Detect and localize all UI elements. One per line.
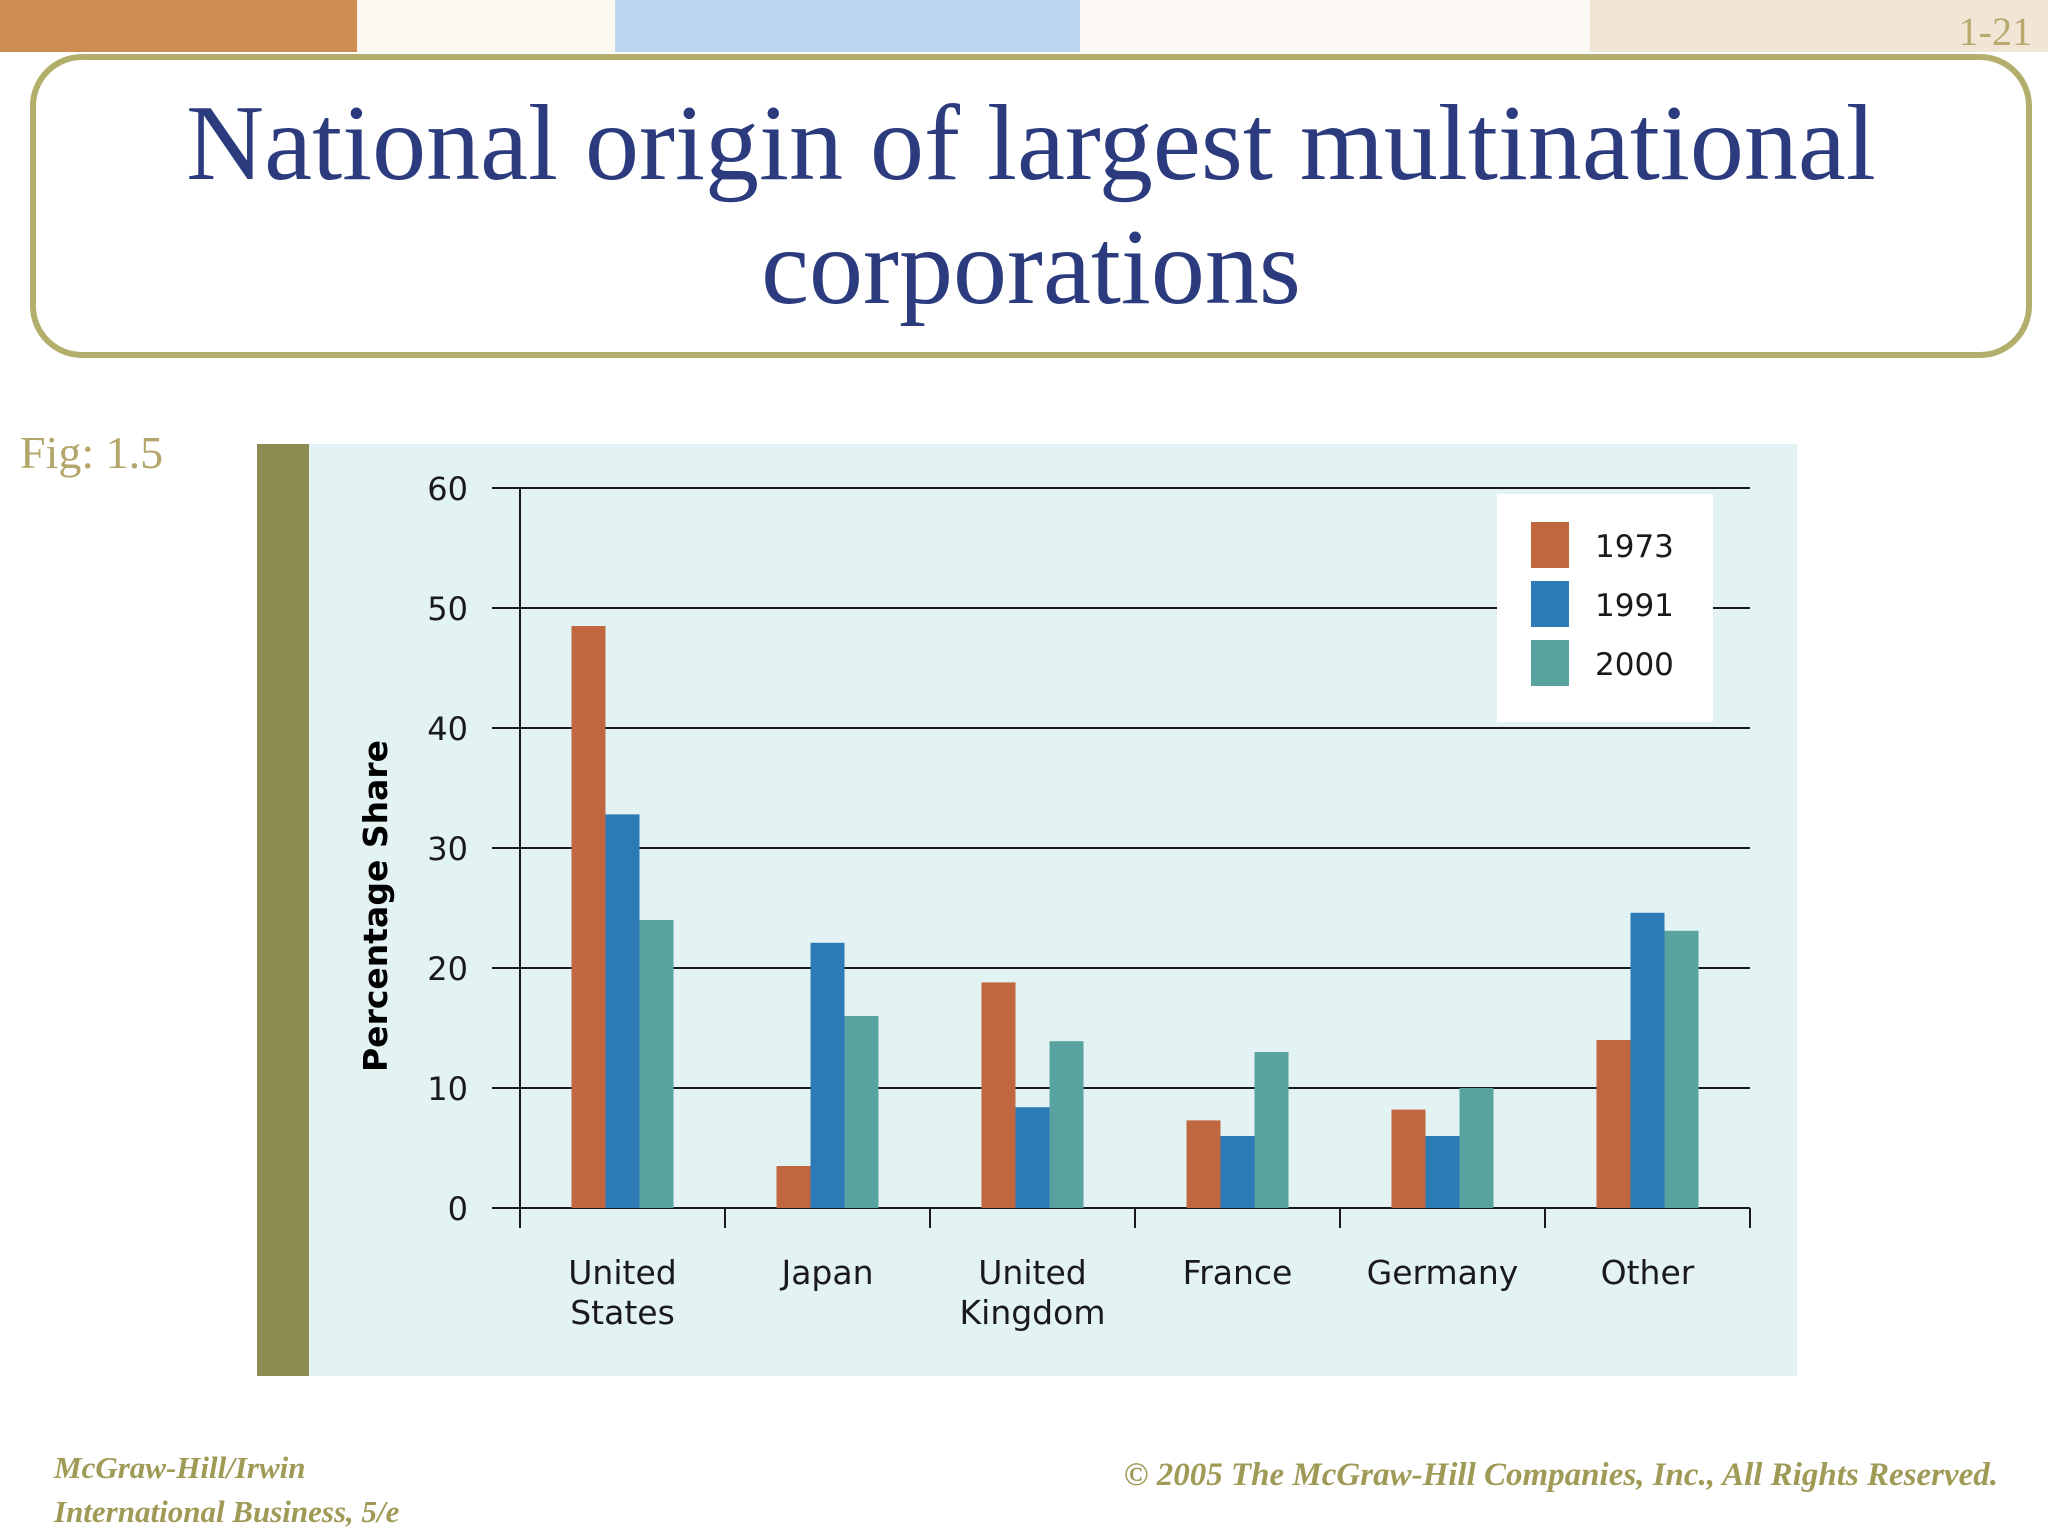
bar-1973 bbox=[981, 982, 1016, 1208]
y-tick-label: 60 bbox=[427, 470, 468, 508]
legend-swatch bbox=[1531, 522, 1569, 568]
axes bbox=[519, 488, 1751, 1228]
topbar-segment bbox=[357, 0, 615, 52]
top-color-bar bbox=[0, 0, 2048, 52]
figure-label: Fig: 1.5 bbox=[20, 427, 164, 478]
footer-publisher: McGraw-Hill/Irwin International Business… bbox=[54, 1446, 399, 1534]
y-tick-label: 0 bbox=[448, 1190, 468, 1228]
bar-1973 bbox=[571, 626, 606, 1208]
x-tick-label: Other bbox=[1601, 1253, 1695, 1292]
topbar-segment bbox=[1080, 0, 1590, 52]
chart-side-bar bbox=[257, 444, 309, 1376]
x-tick-label: Japan bbox=[779, 1253, 873, 1292]
x-tick-label: States bbox=[570, 1293, 675, 1332]
y-tick-label: 50 bbox=[427, 590, 468, 628]
topbar-segment bbox=[0, 0, 357, 52]
title-box: National origin of largest multinational… bbox=[30, 54, 2032, 358]
y-tick-label: 20 bbox=[427, 950, 468, 988]
bar-1991 bbox=[1015, 1107, 1050, 1208]
bar-1991 bbox=[810, 942, 845, 1208]
topbar-segment bbox=[1590, 0, 2048, 52]
legend: 1973 1991 2000 bbox=[1497, 494, 1713, 722]
bar-chart: 0 10 20 30 40 50 60 United States Japan United King… bbox=[257, 444, 1797, 1376]
x-tick-label: France bbox=[1183, 1253, 1293, 1292]
slide-number: 1-21 bbox=[1958, 9, 2032, 54]
legend-label: 1991 bbox=[1595, 588, 1674, 624]
bars bbox=[571, 626, 1699, 1208]
bar-2000 bbox=[639, 920, 674, 1208]
y-tick-label: 30 bbox=[427, 830, 468, 868]
y-tick-label: 10 bbox=[427, 1070, 468, 1108]
bar-2000 bbox=[1664, 930, 1699, 1208]
bar-1991 bbox=[1425, 1136, 1460, 1208]
bar-2000 bbox=[1254, 1052, 1289, 1208]
bar-1973 bbox=[1596, 1040, 1631, 1208]
footer-line-1: McGraw-Hill/Irwin bbox=[54, 1450, 306, 1485]
x-tick-label: United bbox=[978, 1253, 1086, 1292]
legend-label: 1973 bbox=[1595, 529, 1674, 565]
footer-line-2: International Business, 5/e bbox=[54, 1494, 400, 1529]
bar-1991 bbox=[605, 814, 640, 1208]
bar-1973 bbox=[1391, 1109, 1426, 1208]
topbar-segment bbox=[615, 0, 1080, 52]
bar-2000 bbox=[1049, 1041, 1084, 1208]
y-tick-label: 40 bbox=[427, 710, 468, 748]
legend-swatch bbox=[1531, 581, 1569, 627]
x-tick-label: Germany bbox=[1367, 1253, 1519, 1292]
footer-copyright: © 2005 The McGraw-Hill Companies, Inc., … bbox=[1123, 1457, 1998, 1493]
bar-1991 bbox=[1630, 912, 1665, 1208]
legend-label: 2000 bbox=[1595, 647, 1674, 683]
bar-2000 bbox=[1459, 1088, 1494, 1208]
y-axis-label: Percentage Share bbox=[356, 740, 395, 1072]
bar-2000 bbox=[844, 1016, 879, 1208]
x-tick-label: United bbox=[568, 1253, 676, 1292]
legend-swatch bbox=[1531, 640, 1569, 686]
slide-title: National origin of largest multinational… bbox=[186, 84, 1876, 327]
bar-1973 bbox=[776, 1166, 811, 1208]
bar-1991 bbox=[1220, 1136, 1255, 1208]
x-tick-label: Kingdom bbox=[960, 1293, 1106, 1332]
bar-1973 bbox=[1186, 1120, 1221, 1208]
